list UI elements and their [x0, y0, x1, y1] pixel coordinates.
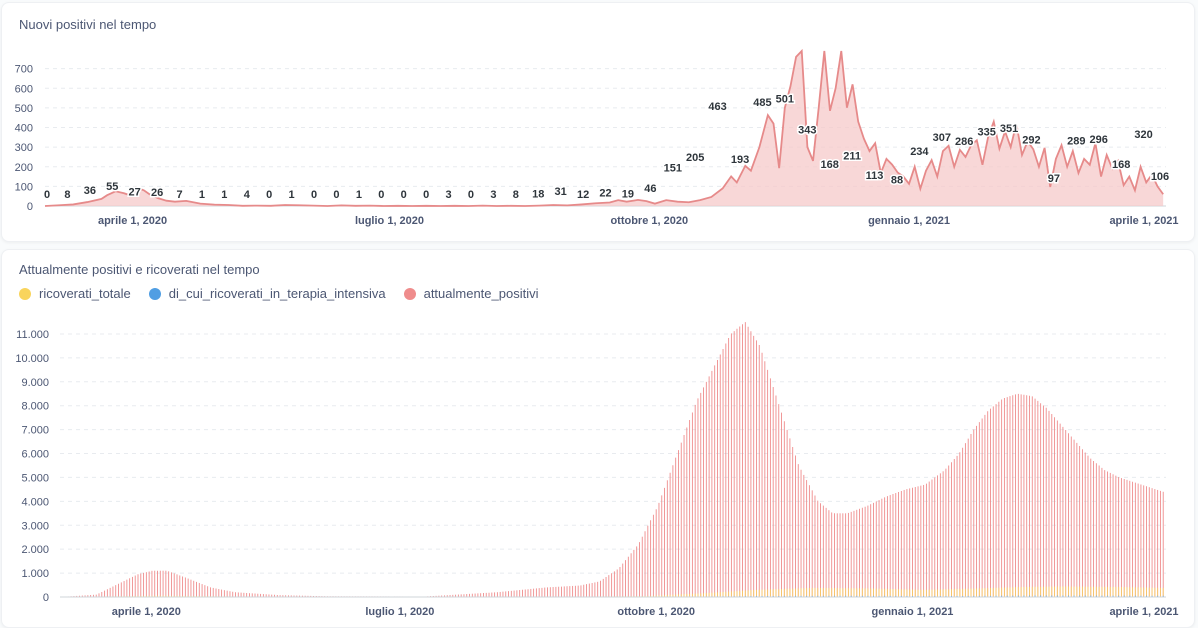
data-label: 351	[1000, 123, 1018, 135]
data-label: 0	[378, 189, 384, 201]
data-label: 289	[1067, 135, 1085, 147]
data-label: 234	[910, 146, 929, 158]
x-tick-label: aprile 1, 2021	[1109, 215, 1178, 227]
data-label: 307	[933, 132, 951, 144]
y-tick-label: 300	[15, 142, 33, 154]
x-tick-label: ottobre 1, 2020	[617, 606, 695, 618]
x-tick-label: gennaio 1, 2021	[872, 606, 954, 618]
data-label: 0	[401, 189, 407, 201]
y-tick-label: 8.000	[21, 401, 49, 413]
y-tick-label: 0	[43, 592, 49, 604]
x-tick-label: luglio 1, 2020	[365, 606, 434, 618]
data-label: 0	[333, 189, 339, 201]
data-label: 26	[151, 187, 163, 199]
data-label: 88	[891, 175, 903, 187]
y-tick-label: 10.000	[15, 353, 49, 365]
y-tick-label: 200	[15, 162, 33, 174]
x-tick-label: ottobre 1, 2020	[610, 215, 688, 227]
x-tick-label: aprile 1, 2020	[112, 606, 181, 618]
data-label: 0	[423, 189, 429, 201]
y-tick-label: 5.000	[21, 472, 49, 484]
legend-item-attualmente-positivi[interactable]: attualmente_positivi	[403, 286, 539, 301]
data-label: 8	[513, 189, 519, 201]
data-label: 22	[599, 188, 611, 200]
y-tick-label: 3.000	[21, 520, 49, 532]
data-label: 55	[106, 181, 118, 193]
data-label: 335	[977, 126, 995, 138]
data-label: 31	[555, 186, 567, 198]
data-label: 151	[664, 162, 682, 174]
y-tick-label: 0	[27, 201, 33, 213]
data-label: 286	[955, 136, 973, 148]
data-label: 168	[821, 159, 839, 171]
y-tick-label: 4.000	[21, 496, 49, 508]
data-label: 292	[1022, 135, 1040, 147]
legend-item-ricoverati-totale[interactable]: ricoverati_totale	[19, 286, 131, 301]
series-line	[44, 48, 1164, 207]
y-tick-label: 1.000	[21, 568, 49, 580]
data-label: 193	[731, 154, 749, 166]
y-tick-label: 11.000	[16, 329, 49, 341]
y-tick-label: 7.000	[21, 425, 49, 437]
data-label: 1	[221, 189, 227, 201]
chart-title: Attualmente positivi e ricoverati nel te…	[19, 262, 260, 277]
data-label: 296	[1090, 134, 1108, 146]
x-tick-label: gennaio 1, 2021	[868, 215, 950, 227]
data-label: 113	[866, 170, 884, 182]
legend-label: ricoverati_totale	[39, 286, 131, 301]
data-label: 12	[577, 189, 589, 201]
data-label: 1	[356, 189, 362, 201]
data-label: 8	[64, 189, 70, 201]
chart-title: Nuovi positivi nel tempo	[19, 17, 157, 32]
data-label: 3	[445, 189, 451, 201]
x-tick-label: luglio 1, 2020	[355, 215, 424, 227]
data-label: 463	[708, 101, 726, 113]
data-label: 3	[490, 189, 496, 201]
data-label: 27	[129, 187, 141, 199]
y-tick-label: 9.000	[21, 377, 49, 389]
y-tick-label: 2.000	[21, 544, 49, 556]
y-tick-label: 700	[15, 64, 33, 76]
y-tick-label: 500	[15, 103, 33, 115]
data-label: 205	[686, 152, 704, 164]
legend-dot-icon	[148, 287, 161, 300]
data-label: 211	[843, 151, 861, 163]
data-label: 46	[644, 183, 656, 195]
data-label: 19	[622, 188, 634, 200]
data-label: 0	[468, 189, 474, 201]
data-label: 0	[44, 189, 50, 201]
data-label: 1	[199, 189, 205, 201]
y-tick-label: 6.000	[21, 449, 49, 461]
y-tick-label: 400	[15, 123, 33, 135]
legend-label: di_cui_ricoverati_in_terapia_intensiva	[168, 286, 386, 301]
chart-card-nuovi-positivi: Nuovi positivi nel tempo	[1, 2, 1195, 242]
data-label: 0	[311, 189, 317, 201]
data-label: 7	[176, 189, 182, 201]
data-label: 1	[289, 189, 295, 201]
x-tick-label: aprile 1, 2020	[98, 215, 167, 227]
data-label: 106	[1151, 171, 1169, 183]
data-label: 320	[1134, 129, 1152, 141]
legend-dot-icon	[19, 287, 31, 300]
x-tick-label: aprile 1, 2021	[1109, 606, 1178, 618]
data-label: 36	[84, 185, 96, 197]
data-label: 0	[266, 189, 272, 201]
data-label: 168	[1112, 159, 1130, 171]
y-tick-label: 100	[15, 181, 33, 193]
data-label: 485	[753, 97, 771, 109]
data-label: 501	[776, 94, 794, 106]
legend-label: attualmente_positivi	[423, 286, 539, 301]
data-label: 4	[244, 189, 251, 201]
legend-item-terapia-intensiva[interactable]: di_cui_ricoverati_in_terapia_intensiva	[148, 286, 386, 301]
data-label: 343	[798, 125, 816, 137]
data-label: 18	[532, 188, 544, 200]
chart-legend: ricoverati_totale di_cui_ricoverati_in_t…	[19, 286, 539, 301]
data-label: 97	[1048, 173, 1060, 185]
legend-dot-icon	[403, 287, 416, 300]
y-tick-label: 600	[15, 83, 33, 95]
